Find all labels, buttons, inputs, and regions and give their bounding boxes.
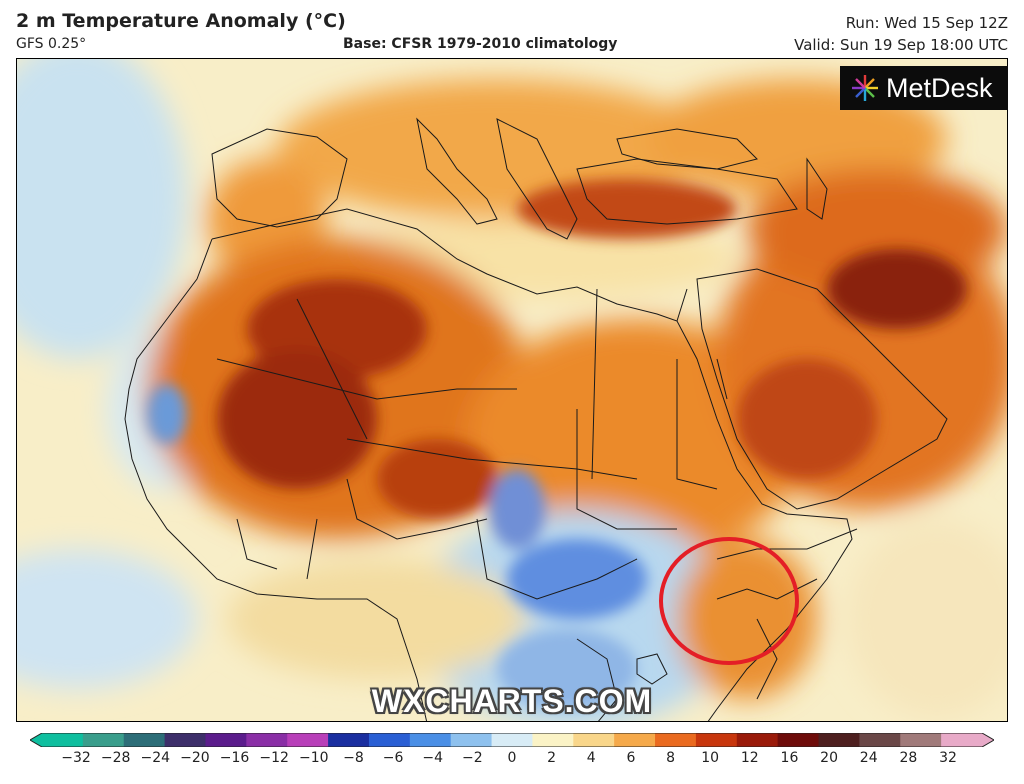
colorbar-tick-label: −32 — [61, 750, 91, 766]
colorbar-tick-label: −10 — [299, 750, 329, 766]
colorbar-segment — [655, 733, 697, 747]
colorbar-ticks: −32 −28 −24 −20 −16 −12 −10 −8 −6 −4 −2 0 2 4 6 8 10 12 16… — [0, 750, 1024, 770]
colorbar-tick-label: 8 — [666, 750, 675, 766]
colorbar-segment — [42, 733, 84, 747]
colorbar-segment — [614, 733, 656, 747]
colorbar-segment — [532, 733, 574, 747]
colorbar-segment — [818, 733, 860, 747]
colorbar-segment — [695, 733, 738, 747]
mild-patch — [847, 519, 1007, 719]
cool-core — [147, 384, 187, 444]
colorbar-tick-label: 24 — [859, 750, 878, 766]
colorbar-segment — [777, 733, 820, 747]
colorbar-tick-label: −2 — [462, 750, 483, 766]
colorbar-segment — [123, 733, 166, 747]
colorbar-segment — [205, 733, 247, 747]
colorbar-segment — [736, 733, 779, 747]
colorbar-tick-label: 20 — [820, 750, 838, 766]
colorbar-segment — [941, 733, 983, 747]
colorbar-segment — [246, 733, 288, 747]
atlantic-cool-area — [17, 59, 187, 359]
colorbar-segment — [859, 733, 901, 747]
colorbar-tick-label: 4 — [586, 750, 596, 766]
coastlines — [124, 117, 948, 721]
colorbar-segment — [164, 733, 206, 747]
very-hot-core — [517, 179, 737, 239]
metdesk-logo: MetDesk — [840, 66, 1008, 110]
base-label: Base: CFSR 1979-2010 climatology — [343, 36, 618, 52]
warm-patch — [677, 539, 817, 699]
colorbar-segment — [328, 733, 370, 747]
mild-patch — [227, 559, 527, 679]
colorbar-max-arrow — [982, 733, 994, 747]
colorbar-tick-label: 16 — [780, 750, 799, 766]
colorbar-segment — [900, 733, 942, 747]
metdesk-star-icon — [852, 75, 878, 101]
anomaly-map — [16, 58, 1008, 722]
colorbar-tick-label: −8 — [343, 750, 364, 766]
run-label: Run: Wed 15 Sep 12Z — [845, 14, 1008, 32]
highlight-circle — [659, 537, 799, 665]
colorbar-tick-label: 12 — [740, 750, 759, 766]
colorbar-tick-label: −20 — [180, 750, 210, 766]
very-hot-core — [827, 249, 967, 329]
colorbar-segment — [409, 733, 452, 747]
map-svg — [17, 59, 1007, 721]
colorbar-tick-label: −16 — [219, 750, 250, 766]
cool-core — [489, 469, 545, 549]
valid-label: Valid: Sun 19 Sep 18:00 UTC — [794, 36, 1008, 54]
colorbar-tick-label: −24 — [140, 750, 171, 766]
colorbar-segment — [82, 733, 125, 747]
logo-text: MetDesk — [886, 72, 993, 103]
colorbar-tick-label: −4 — [422, 750, 444, 766]
very-hot-core — [377, 439, 497, 519]
colorbar-tick-label: 6 — [626, 750, 636, 766]
colorbar-segment — [287, 733, 329, 747]
cool-core — [497, 629, 637, 709]
very-hot-core — [737, 359, 877, 479]
cool-core — [507, 539, 647, 619]
model-label: GFS 0.25° — [16, 36, 87, 52]
colorbar-segment — [450, 733, 493, 747]
very-hot-core — [217, 349, 377, 489]
colorbar-min-arrow — [30, 733, 42, 747]
colorbar-tick-label: 0 — [507, 750, 517, 766]
colorbar-segment — [368, 733, 411, 747]
colorbar — [30, 733, 994, 747]
watermark: WXCHARTS.COM — [371, 683, 653, 719]
colorbar-tick-label: 2 — [547, 750, 557, 766]
colorbar-tick-label: 10 — [701, 750, 720, 766]
colorbar-tick-label: −28 — [100, 750, 131, 766]
cool-patch — [17, 549, 197, 689]
colorbar-segment — [491, 733, 533, 747]
colorbar-tick-label: 28 — [899, 750, 918, 766]
colorbar-tick-label: −12 — [259, 750, 289, 766]
colorbar-segment — [573, 733, 615, 747]
colorbar-tick-label: −6 — [382, 750, 404, 766]
chart-title: 2 m Temperature Anomaly (°C) — [16, 10, 346, 32]
colorbar-tick-label: 32 — [939, 750, 957, 766]
